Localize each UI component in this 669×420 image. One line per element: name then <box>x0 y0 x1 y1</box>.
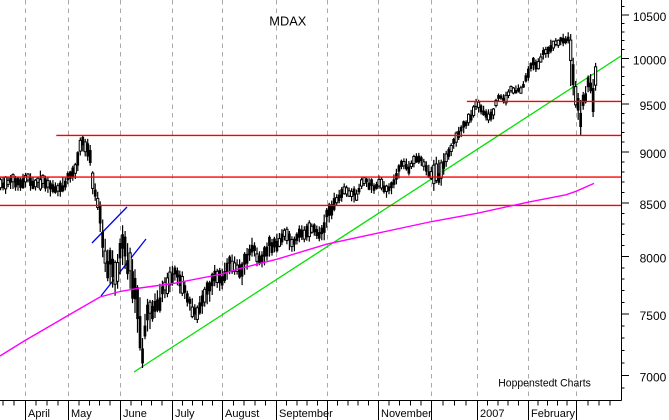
svg-text:May: May <box>71 408 92 420</box>
svg-text:8500: 8500 <box>640 198 667 212</box>
svg-text:9500: 9500 <box>640 99 667 113</box>
svg-text:Hoppenstedt Charts: Hoppenstedt Charts <box>498 377 591 389</box>
svg-text:September: September <box>279 408 333 420</box>
svg-text:8000: 8000 <box>640 252 667 266</box>
svg-text:10000: 10000 <box>633 53 667 67</box>
svg-text:July: July <box>175 408 195 420</box>
svg-text:10500: 10500 <box>633 10 667 24</box>
svg-text:February: February <box>531 408 576 420</box>
svg-text:7500: 7500 <box>640 309 667 323</box>
svg-text:November: November <box>381 408 432 420</box>
svg-text:August: August <box>225 408 259 420</box>
svg-text:9000: 9000 <box>640 147 667 161</box>
svg-text:April: April <box>28 408 50 420</box>
svg-text:7000: 7000 <box>640 370 667 384</box>
svg-text:MDAX: MDAX <box>269 14 306 29</box>
svg-text:June: June <box>123 408 147 420</box>
svg-text:2007: 2007 <box>480 408 504 420</box>
